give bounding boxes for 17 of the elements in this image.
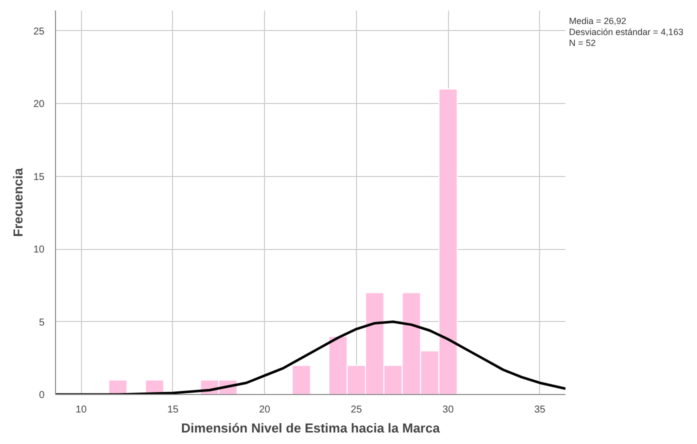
x-tick-label: 20 bbox=[259, 404, 271, 416]
x-tick-label: 35 bbox=[534, 404, 546, 416]
y-tick-label: 15 bbox=[33, 172, 45, 183]
x-tick-label: 15 bbox=[167, 404, 179, 416]
text: Desviación estándar = 4,163 bbox=[569, 27, 684, 38]
x-tick-label: 30 bbox=[442, 404, 454, 416]
y-axis-title: Frecuencia bbox=[10, 167, 26, 237]
text: Media = 26,92 bbox=[569, 16, 628, 27]
y-tick-label: 0 bbox=[38, 390, 45, 401]
x-axis-title: Dimensión Nivel de Estima hacia la Marca bbox=[181, 420, 441, 436]
text: N = 52 bbox=[569, 38, 597, 49]
y-tick-label: 25 bbox=[33, 26, 45, 38]
x-tick-label: 25 bbox=[350, 404, 362, 416]
x-tick-label: 10 bbox=[76, 404, 88, 416]
y-tick-label: 10 bbox=[33, 244, 45, 256]
y-tick-label: 5 bbox=[38, 317, 45, 328]
y-tick-label: 20 bbox=[33, 99, 45, 110]
